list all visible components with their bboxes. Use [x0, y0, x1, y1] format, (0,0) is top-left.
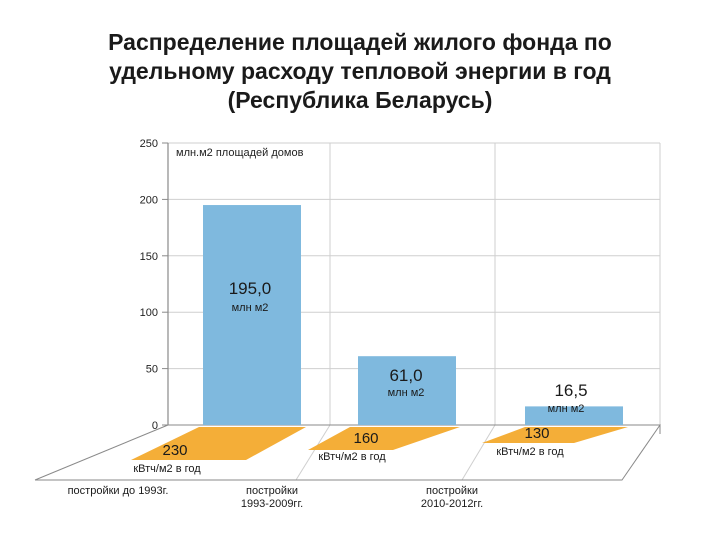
y-tick-label-2: 100	[140, 307, 158, 319]
floor-value-label-1: 160	[353, 430, 378, 447]
bar-0	[203, 205, 301, 425]
category-label-1-0: постройки	[246, 485, 298, 497]
chart-title: Распределение площадей жилого фонда по у…	[20, 28, 700, 115]
bar-1	[358, 356, 456, 425]
bar-value-label-0: 195,0	[229, 279, 272, 298]
axes: 0 50 100 150 200 250 млн.м2 площадей домов	[34, 138, 661, 481]
floor-slab-1	[308, 427, 460, 450]
title-line-2: удельному расходу тепловой энергии в год	[109, 58, 611, 84]
y-tick-label-4: 200	[140, 194, 158, 206]
floor-unit-label-1: кВтч/м2 в год	[318, 451, 386, 463]
bar-unit-label-1: млн м2	[388, 387, 425, 399]
floor-unit-label-0: кВтч/м2 в год	[133, 463, 201, 475]
bars	[203, 205, 623, 425]
category-label-1-1: 1993-2009гг.	[241, 498, 303, 510]
title-line-3: (Республика Беларусь)	[227, 87, 493, 113]
x-axis-line	[34, 424, 169, 481]
title-line-1: Распределение площадей жилого фонда по	[108, 29, 612, 55]
category-label-0-0: постройки до 1993г.	[68, 485, 169, 497]
bar-value-label-1: 61,0	[389, 366, 422, 385]
floor-divider-1	[295, 424, 331, 481]
floor-unit-label-2: кВтч/м2 в год	[496, 446, 564, 458]
category-label-2-1: 2010-2012гг.	[421, 498, 483, 510]
floor-parallelograms	[131, 427, 628, 460]
y-tick-label-3: 150	[140, 251, 158, 263]
bar-unit-label-2: млн м2	[548, 403, 585, 415]
y-axis-label: млн.м2 площадей домов	[176, 147, 304, 159]
bar-value-label-2: 16,5	[554, 381, 587, 400]
floor-slab-0	[131, 427, 306, 460]
floor-divider-0	[461, 424, 496, 481]
y-tick-label-1: 50	[146, 364, 158, 376]
y-tick-label-0: 0	[152, 420, 158, 432]
bar-2	[525, 406, 623, 425]
bar-unit-label-0: млн м2	[232, 302, 269, 314]
labels: 195,0 млн м2 230 кВтч/м2 в год постройки до …	[68, 279, 588, 510]
floor-slab-2	[482, 427, 628, 443]
floor-value-label-2: 130	[524, 425, 549, 442]
floor-value-label-0: 230	[162, 442, 187, 459]
y-tick-label-5: 250	[140, 138, 158, 150]
category-label-2-0: постройки	[426, 485, 478, 497]
